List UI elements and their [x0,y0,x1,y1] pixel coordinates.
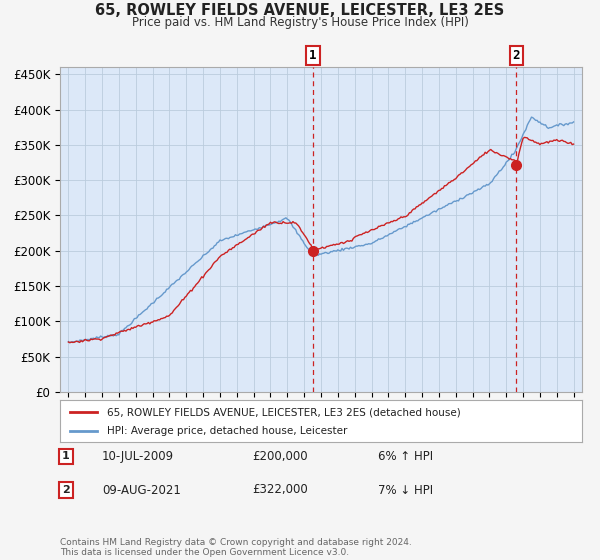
Text: £200,000: £200,000 [252,450,308,463]
Text: 1: 1 [310,49,317,62]
Text: 1: 1 [62,451,70,461]
Text: 10-JUL-2009: 10-JUL-2009 [102,450,174,463]
Text: 65, ROWLEY FIELDS AVENUE, LEICESTER, LE3 2ES (detached house): 65, ROWLEY FIELDS AVENUE, LEICESTER, LE3… [107,407,461,417]
Text: £322,000: £322,000 [252,483,308,497]
Text: 65, ROWLEY FIELDS AVENUE, LEICESTER, LE3 2ES: 65, ROWLEY FIELDS AVENUE, LEICESTER, LE3… [95,3,505,18]
Text: 09-AUG-2021: 09-AUG-2021 [102,483,181,497]
Text: 2: 2 [62,485,70,495]
Text: 6% ↑ HPI: 6% ↑ HPI [378,450,433,463]
Text: Contains HM Land Registry data © Crown copyright and database right 2024.
This d: Contains HM Land Registry data © Crown c… [60,538,412,557]
Text: 2: 2 [513,49,520,62]
Text: 7% ↓ HPI: 7% ↓ HPI [378,483,433,497]
Text: HPI: Average price, detached house, Leicester: HPI: Average price, detached house, Leic… [107,426,347,436]
Text: Price paid vs. HM Land Registry's House Price Index (HPI): Price paid vs. HM Land Registry's House … [131,16,469,29]
